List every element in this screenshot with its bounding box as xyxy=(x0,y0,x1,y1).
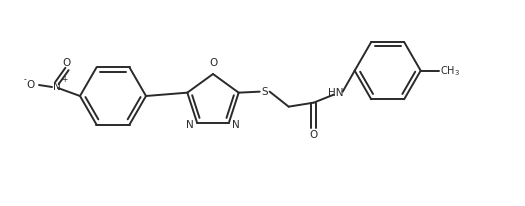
Text: O: O xyxy=(63,58,71,68)
Text: HN: HN xyxy=(328,88,343,98)
Text: O: O xyxy=(210,58,218,68)
Text: O: O xyxy=(27,80,35,90)
Text: S: S xyxy=(261,87,268,97)
Text: -: - xyxy=(24,76,26,84)
Text: +: + xyxy=(61,76,67,84)
Text: N: N xyxy=(186,120,194,130)
Text: N: N xyxy=(53,82,61,92)
Text: CH$_3$: CH$_3$ xyxy=(439,64,460,77)
Text: O: O xyxy=(310,130,318,140)
Text: N: N xyxy=(232,120,240,130)
